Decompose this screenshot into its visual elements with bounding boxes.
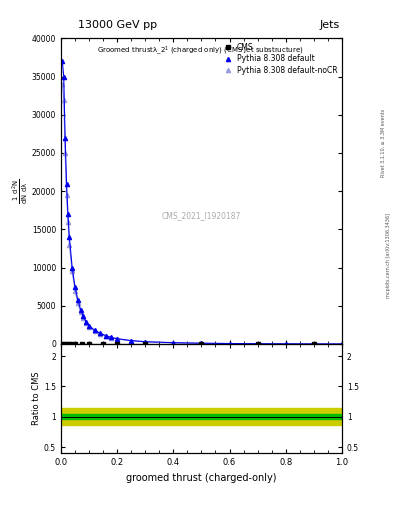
- Pythia 8.308 default-noCR: [66, 219, 70, 225]
- Pythia 8.308 default: [70, 265, 75, 271]
- Pythia 8.308 default-noCR: [143, 339, 148, 345]
- Pythia 8.308 default: [98, 330, 103, 336]
- Pythia 8.308 default-noCR: [283, 341, 288, 347]
- Pythia 8.308 default-noCR: [64, 192, 69, 198]
- CMS: [66, 341, 70, 347]
- Pythia 8.308 default-noCR: [81, 315, 86, 321]
- Pythia 8.308 default: [67, 234, 72, 240]
- Text: mcplots.cern.ch [arXiv:1306.3436]: mcplots.cern.ch [arXiv:1306.3436]: [386, 214, 391, 298]
- Pythia 8.308 default-noCR: [86, 324, 91, 330]
- Pythia 8.308 default-noCR: [103, 333, 108, 339]
- Pythia 8.308 default: [64, 181, 69, 187]
- Pythia 8.308 default: [109, 334, 114, 340]
- CMS: [60, 341, 65, 347]
- Text: 13000 GeV pp: 13000 GeV pp: [78, 20, 158, 31]
- Pythia 8.308 default-noCR: [70, 268, 75, 274]
- Pythia 8.308 default-noCR: [73, 287, 77, 293]
- Pythia 8.308 default-noCR: [255, 340, 260, 347]
- Pythia 8.308 default: [73, 284, 77, 290]
- CMS: [80, 341, 84, 347]
- CMS: [68, 341, 73, 347]
- Pythia 8.308 default: [171, 339, 176, 346]
- CMS: [115, 341, 119, 347]
- Pythia 8.308 default: [255, 340, 260, 347]
- CMS: [311, 341, 316, 347]
- CMS: [199, 341, 204, 347]
- Line: CMS: CMS: [60, 342, 316, 346]
- Pythia 8.308 default: [86, 323, 91, 329]
- Pythia 8.308 default: [227, 340, 232, 347]
- Pythia 8.308 default-noCR: [340, 341, 344, 347]
- Pythia 8.308 default: [75, 296, 80, 303]
- Pythia 8.308 default: [199, 340, 204, 346]
- Pythia 8.308 default: [115, 335, 119, 342]
- Y-axis label: Ratio to CMS: Ratio to CMS: [32, 372, 41, 425]
- Pythia 8.308 default: [103, 332, 108, 338]
- Pythia 8.308 default: [311, 341, 316, 347]
- Pythia 8.308 default-noCR: [61, 96, 66, 102]
- CMS: [255, 341, 260, 347]
- Bar: [61, 408, 342, 425]
- Pythia 8.308 default: [92, 327, 97, 333]
- Pythia 8.308 default: [61, 74, 66, 80]
- Pythia 8.308 default: [283, 341, 288, 347]
- Legend: CMS, Pythia 8.308 default, Pythia 8.308 default-noCR: CMS, Pythia 8.308 default, Pythia 8.308 …: [220, 42, 338, 75]
- Pythia 8.308 default: [66, 211, 70, 217]
- CMS: [73, 341, 77, 347]
- Pythia 8.308 default: [340, 341, 344, 347]
- CMS: [143, 341, 148, 347]
- Pythia 8.308 default-noCR: [311, 341, 316, 347]
- Pythia 8.308 default-noCR: [84, 321, 88, 327]
- Pythia 8.308 default-noCR: [60, 81, 65, 88]
- Pythia 8.308 default: [60, 58, 65, 65]
- Pythia 8.308 default-noCR: [115, 336, 119, 342]
- Pythia 8.308 default: [63, 135, 68, 141]
- Text: Rivet 3.1.10, ≥ 3.3M events: Rivet 3.1.10, ≥ 3.3M events: [381, 109, 386, 178]
- CMS: [86, 341, 91, 347]
- Pythia 8.308 default: [143, 338, 148, 345]
- Pythia 8.308 default-noCR: [109, 335, 114, 341]
- CMS: [63, 341, 68, 347]
- X-axis label: groomed thrust (charged-only): groomed thrust (charged-only): [126, 473, 277, 482]
- Line: Pythia 8.308 default: Pythia 8.308 default: [60, 59, 344, 346]
- Bar: [61, 414, 342, 419]
- CMS: [101, 341, 105, 347]
- Pythia 8.308 default: [81, 313, 86, 319]
- Pythia 8.308 default: [78, 307, 83, 313]
- Pythia 8.308 default-noCR: [75, 300, 80, 306]
- Pythia 8.308 default-noCR: [129, 338, 134, 344]
- Pythia 8.308 default-noCR: [67, 242, 72, 248]
- Text: CMS_2021_I1920187: CMS_2021_I1920187: [162, 211, 241, 220]
- Y-axis label: $\mathregular{\frac{1}{\mathrm{d}N}\frac{\mathrm{d}^2N}{\mathrm{d}\lambda}}$: $\mathregular{\frac{1}{\mathrm{d}N}\frac…: [11, 179, 30, 204]
- Line: Pythia 8.308 default-noCR: Pythia 8.308 default-noCR: [60, 82, 344, 346]
- Pythia 8.308 default-noCR: [171, 340, 176, 346]
- Pythia 8.308 default-noCR: [78, 309, 83, 315]
- Pythia 8.308 default-noCR: [63, 150, 68, 156]
- Text: Groomed thrust$\mathregular{\lambda\_2^1}$ (charged only) (CMS jet substructure): Groomed thrust$\mathregular{\lambda\_2^1…: [97, 45, 304, 57]
- Pythia 8.308 default: [129, 337, 134, 344]
- Pythia 8.308 default-noCR: [199, 340, 204, 346]
- Pythia 8.308 default-noCR: [227, 340, 232, 347]
- Pythia 8.308 default-noCR: [92, 328, 97, 334]
- Pythia 8.308 default: [84, 319, 88, 325]
- Text: Jets: Jets: [320, 20, 340, 31]
- Pythia 8.308 default-noCR: [98, 331, 103, 337]
